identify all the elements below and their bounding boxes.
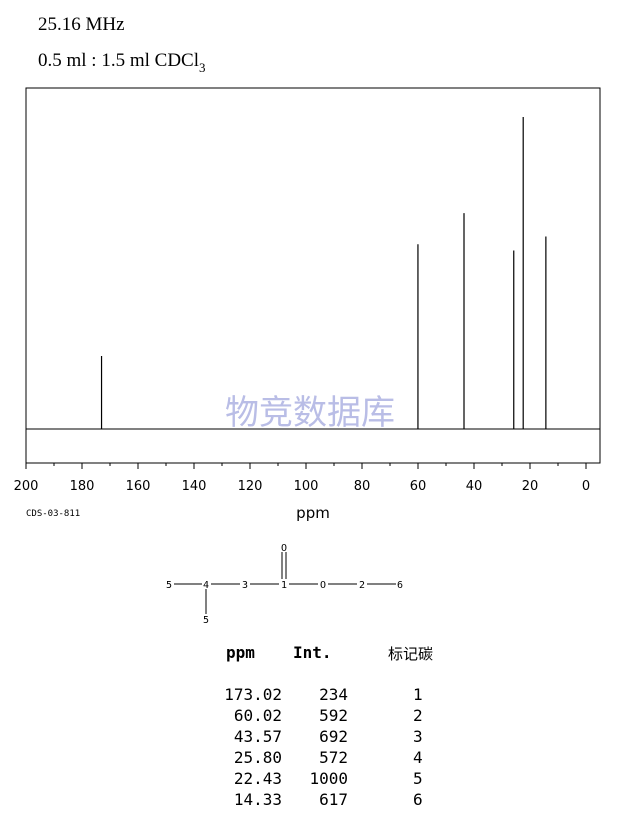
x-tick-label: 40: [466, 479, 483, 494]
intensity-cell: 572: [319, 748, 348, 767]
carbon-column-header: 标记碳: [388, 645, 434, 663]
ppm-column-header: ppm: [226, 643, 255, 662]
spectrum-id: CDS-03-811: [26, 509, 80, 519]
ppm-cell: 60.02: [233, 706, 282, 725]
x-tick-label: 60: [410, 479, 427, 494]
intensity-cell: 617: [319, 790, 348, 809]
carbon-cell: 5: [413, 769, 423, 788]
x-axis-label: ppm: [296, 504, 330, 522]
intensity-cell: 1000: [309, 769, 348, 788]
plot-frame: [25, 87, 601, 464]
intensity-cell: 234: [319, 685, 348, 704]
x-tick-label: 120: [238, 479, 263, 494]
atom-label: 1: [281, 580, 287, 591]
atom-label: 5: [203, 615, 209, 626]
atom-label: O: [281, 543, 287, 554]
table-header-row: ppm Int. 标记碳: [200, 643, 460, 664]
molecule-atom-labels: 5 4 3 1 O 2 6 O 5: [166, 543, 403, 626]
carbon-cell: 4: [413, 748, 423, 767]
molecule-structure: [174, 552, 396, 614]
spectrometer-frequency: 25.16 MHz: [38, 14, 125, 35]
nmr-spectrum-chart: 200 180 160 140 120 100 80 60 40 20 0 物竞数据库 CDS-03…: [14, 87, 601, 626]
x-tick-label: 160: [126, 479, 151, 494]
intensity-cell: 592: [319, 706, 348, 725]
x-tick-label: 100: [294, 479, 319, 494]
ppm-cell: 43.57: [233, 727, 282, 746]
x-tick-label: 180: [70, 479, 95, 494]
atom-label: 2: [359, 580, 365, 591]
atom-label: O: [320, 580, 326, 591]
ppm-cell: 22.43: [233, 769, 282, 788]
carbon-cell: 3: [413, 727, 423, 746]
x-tick-label: 80: [354, 479, 371, 494]
table-row: 25.80 572 4: [200, 748, 460, 769]
x-tick-label: 200: [14, 479, 39, 494]
atom-label: 4: [203, 580, 209, 591]
table-row: 14.33 617 6: [200, 790, 460, 811]
x-tick-label: 20: [522, 479, 539, 494]
atom-label: 5: [166, 580, 172, 591]
watermark-text: 物竞数据库: [225, 393, 395, 433]
x-tick-label: 0: [582, 479, 590, 494]
atom-label: 6: [397, 580, 403, 591]
x-axis-ticks: 200 180 160 140 120 100 80 60 40 20 0: [14, 463, 590, 494]
ppm-cell: 14.33: [233, 790, 282, 809]
peak-group: [100, 117, 547, 429]
table-row: 60.02 592 2: [200, 706, 460, 727]
sample-solvent-text: 0.5 ml : 1.5 ml CDCl: [38, 50, 199, 71]
carbon-cell: 6: [413, 790, 423, 809]
atom-label: 3: [242, 580, 248, 591]
intensity-cell: 692: [319, 727, 348, 746]
carbon-cell: 2: [413, 706, 423, 725]
table-row: 173.02 234 1: [200, 685, 460, 706]
intensity-column-header: Int.: [293, 643, 332, 662]
solvent-subscript: 3: [199, 60, 206, 75]
x-tick-label: 140: [182, 479, 207, 494]
ppm-cell: 173.02: [224, 685, 282, 704]
table-row: 43.57 692 3: [200, 727, 460, 748]
carbon-cell: 1: [413, 685, 423, 704]
table-row: 22.43 1000 5: [200, 769, 460, 790]
ppm-cell: 25.80: [233, 748, 282, 767]
peak-table: ppm Int. 标记碳 173.02 234 1 60.02 592 2 43.57 692…: [200, 643, 480, 823]
sample-conditions: 0.5 ml : 1.5 ml CDCl3: [38, 50, 206, 76]
